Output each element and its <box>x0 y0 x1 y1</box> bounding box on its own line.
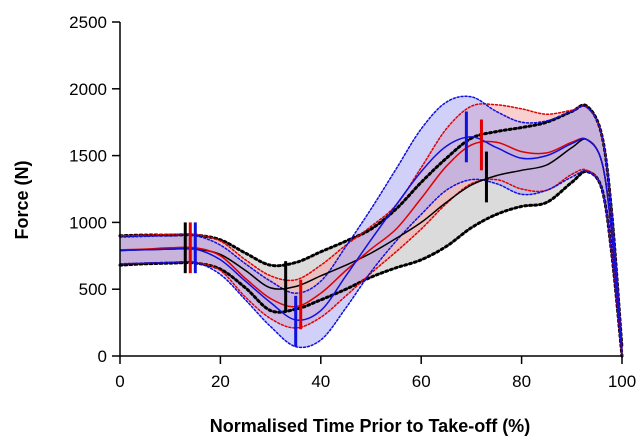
y-tick-label: 0 <box>98 347 107 366</box>
y-tick-label: 500 <box>79 280 107 299</box>
sd-lower-edge-1 <box>119 168 623 357</box>
x-tick-label: 40 <box>311 372 330 391</box>
y-tick-label: 2000 <box>69 80 107 99</box>
event-markers <box>183 111 488 347</box>
y-tick-label: 2500 <box>69 13 107 32</box>
x-tick-label: 20 <box>211 372 230 391</box>
y-tick-label: 1000 <box>69 213 107 232</box>
sd-lower-edge-2 <box>119 170 623 357</box>
y-tick-label: 1500 <box>69 147 107 166</box>
x-axis-title: Normalised Time Prior to Take-off (%) <box>210 416 530 436</box>
sd-upper-edge-2 <box>119 95 623 349</box>
x-tick-label: 60 <box>412 372 431 391</box>
x-tick-label: 80 <box>512 372 531 391</box>
x-tick-label: 0 <box>115 372 124 391</box>
axes: 0 500 1000 1500 2000 2500 0 20 40 60 80 100 <box>69 13 636 391</box>
mean-lines <box>119 136 623 353</box>
x-tick-label: 100 <box>608 372 636 391</box>
mean-line-2 <box>119 136 623 353</box>
y-axis-title: Force (N) <box>12 160 32 239</box>
